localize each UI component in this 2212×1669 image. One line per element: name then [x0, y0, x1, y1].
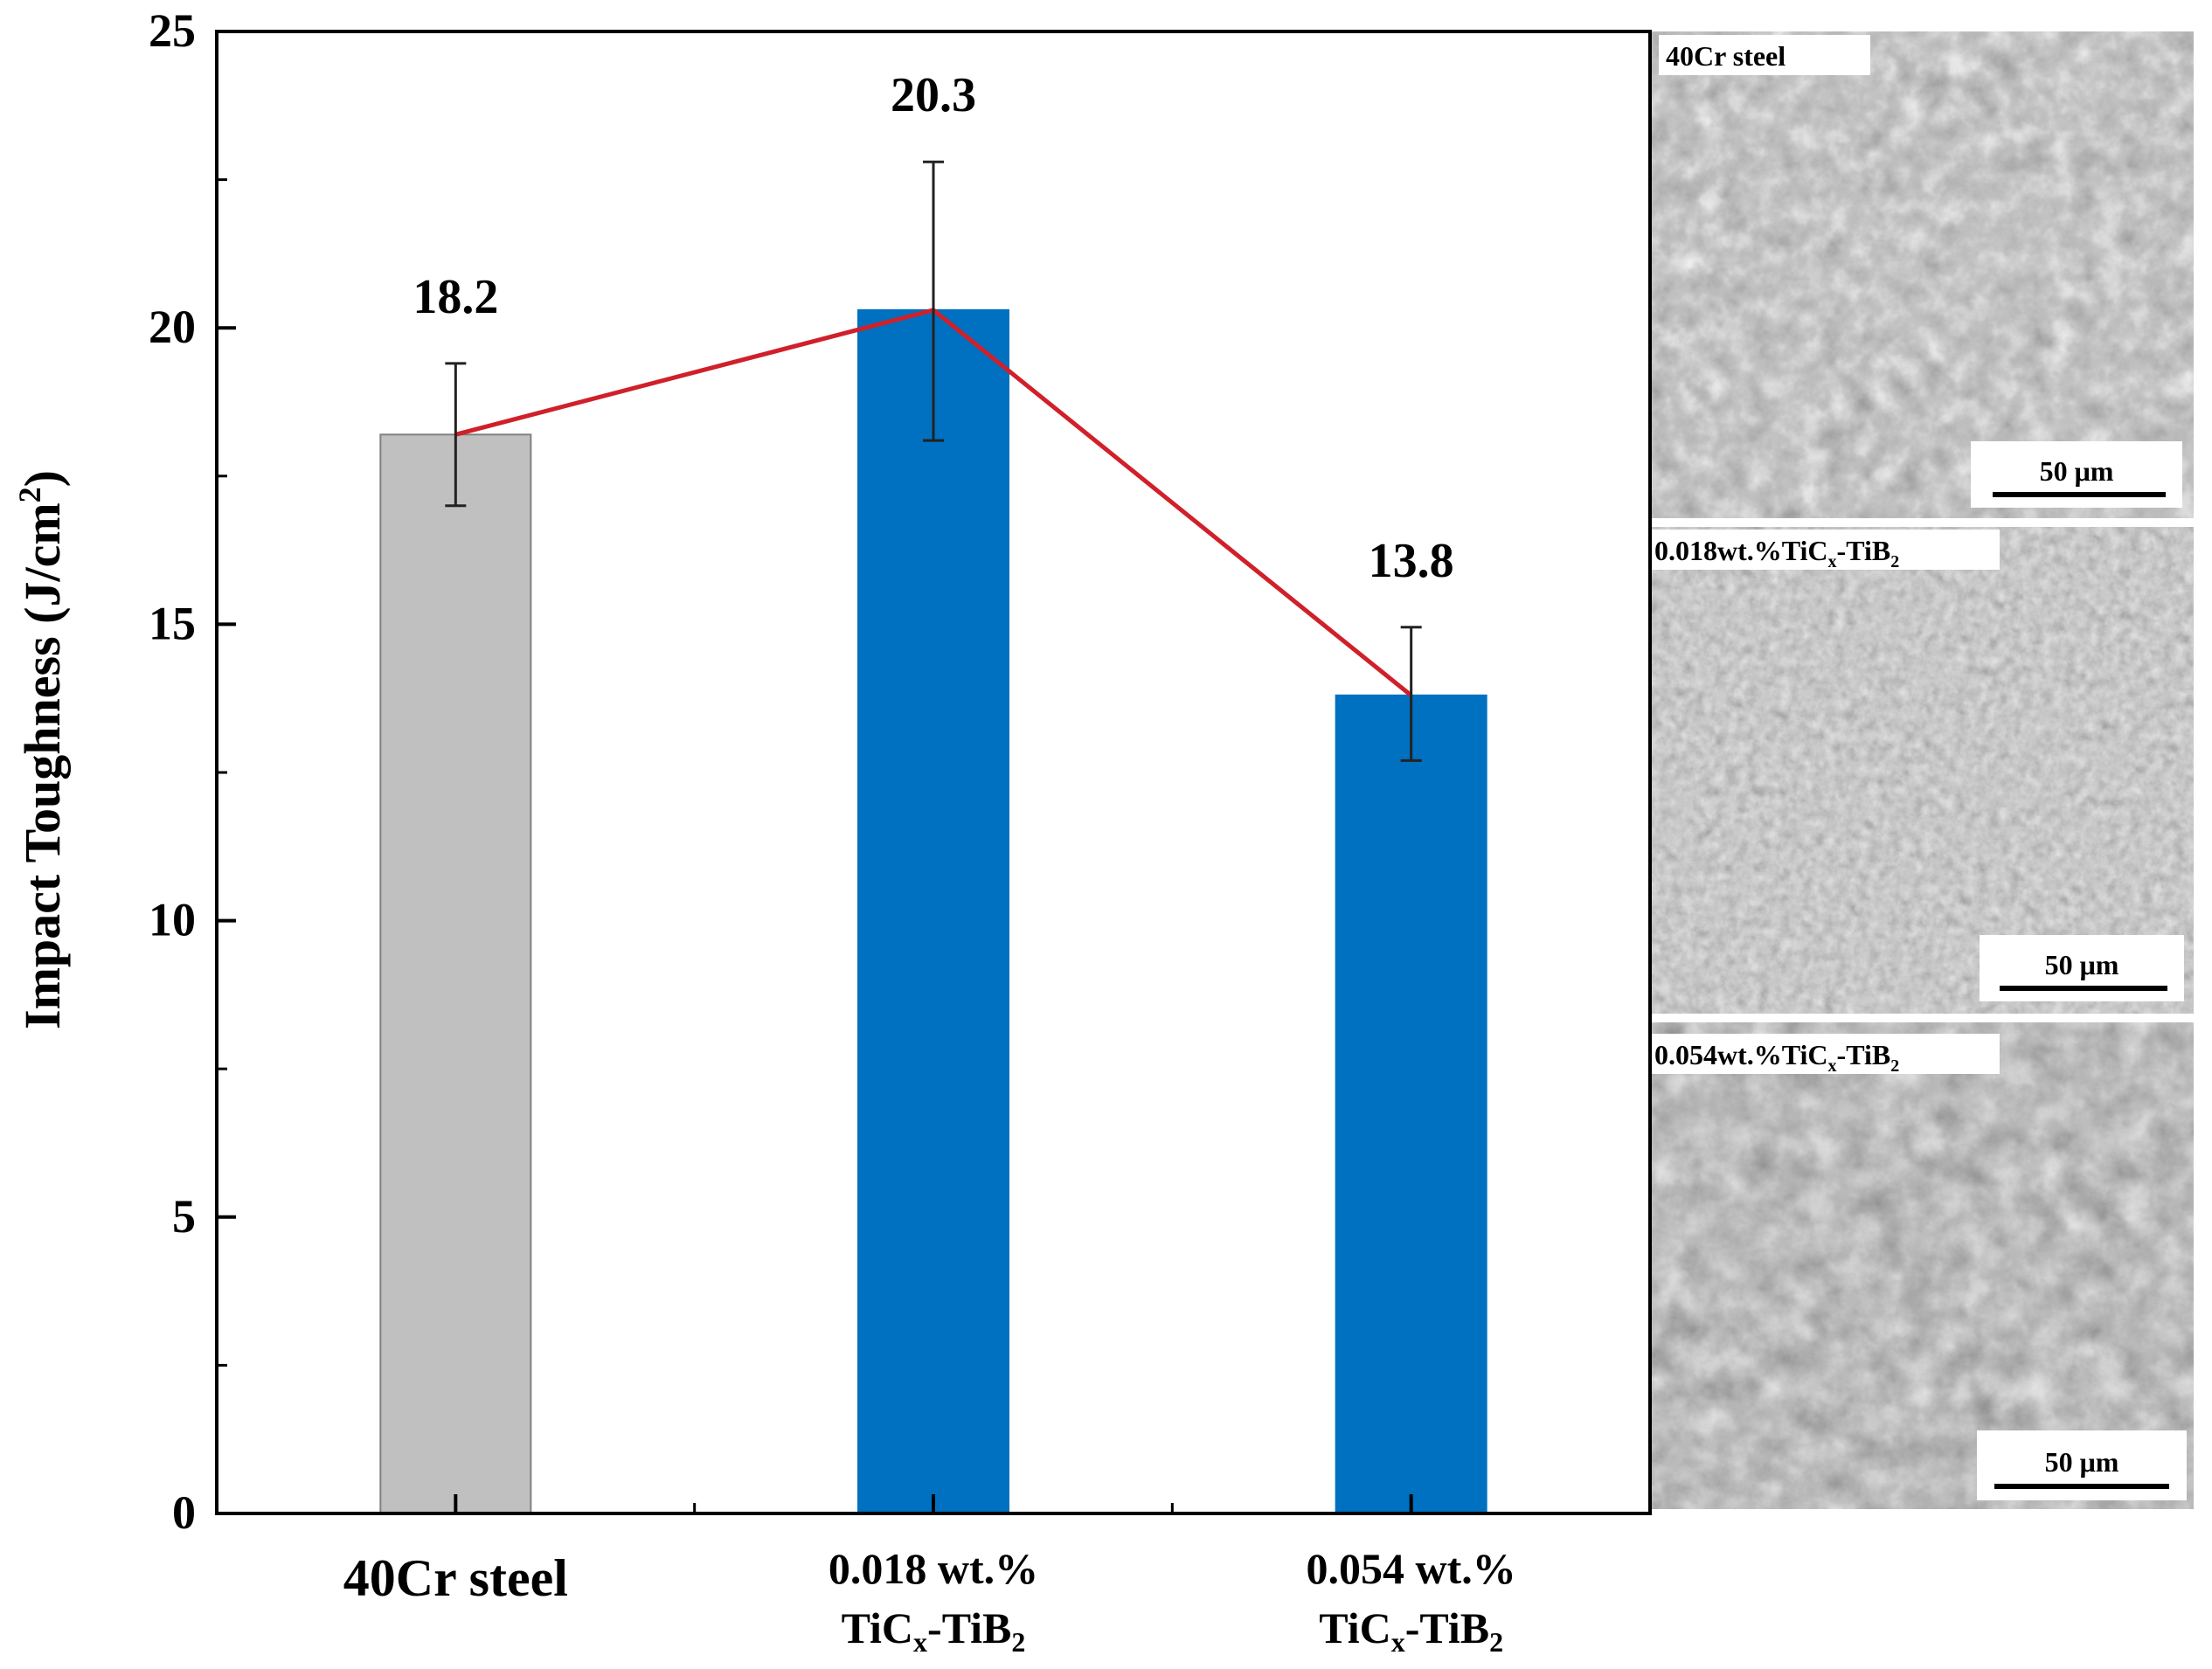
panel-label: 40Cr steel — [1666, 40, 1786, 72]
y-tick-label: 25 — [149, 4, 196, 57]
x-tick-label-line2: TiCx-TiB2 — [842, 1603, 1026, 1658]
x-tick-label-line2: TiCx-TiB2 — [1319, 1603, 1503, 1658]
y-tick-label: 5 — [172, 1190, 196, 1243]
bar-2 — [857, 308, 1009, 1514]
panel-label: 0.018wt.%TiCx-TiB2 — [1654, 535, 1899, 571]
y-tick-label: 0 — [172, 1486, 196, 1539]
panel-label-box — [1659, 35, 1870, 75]
y-tick-label: 15 — [149, 597, 196, 649]
bar-chart: 18.2 20.3 13.8 0 5 10 15 20 25 40Cr steel 0.018 … — [12, 4, 1652, 1658]
error-bars — [445, 160, 1422, 762]
sem-panel-40cr: 40Cr steel 50 μm — [1652, 31, 2194, 518]
bars — [379, 308, 1487, 1514]
panel-label-box — [1652, 530, 2000, 570]
scale-bar-label: 50 μm — [2040, 455, 2114, 487]
value-label-3: 13.8 — [1369, 534, 1454, 588]
y-axis-label: Impact Toughness (J/cm2) — [12, 470, 71, 1029]
sem-image — [1652, 1022, 2194, 1509]
bar-1 — [379, 433, 532, 1514]
y-tick-label: 10 — [149, 894, 196, 946]
value-label-2: 20.3 — [891, 68, 976, 122]
scale-bar-label: 50 μm — [2045, 1446, 2119, 1478]
sem-panel-0018: 0.018wt.%TiCx-TiB2 50 μm — [1652, 527, 2194, 1014]
sem-panel-0054: 0.054wt.%TiCx-TiB2 50 μm — [1652, 1022, 2194, 1509]
x-tick-label: 40Cr steel — [343, 1549, 568, 1607]
panel-label-box — [1652, 1034, 2000, 1074]
value-labels: 18.2 20.3 13.8 — [413, 68, 1453, 588]
panel-label: 0.054wt.%TiCx-TiB2 — [1654, 1039, 1899, 1076]
value-label-1: 18.2 — [413, 270, 498, 324]
y-axis: 0 5 10 15 20 25 — [149, 4, 236, 1539]
scale-bar-label: 50 μm — [2045, 949, 2119, 980]
sem-micrograph-panels: 40Cr steel 50 μm 0.018wt.%TiCx-TiB2 50 μ… — [1652, 31, 2194, 1509]
x-axis: 40Cr steel 0.018 wt.% TiCx-TiB2 0.054 wt.% T… — [343, 1494, 1516, 1658]
sem-image — [1652, 31, 2194, 518]
x-tick-label-line1: 0.054 wt.% — [1307, 1544, 1516, 1593]
bar-3 — [1335, 694, 1487, 1514]
x-tick-label-line1: 0.018 wt.% — [829, 1544, 1038, 1593]
sem-image — [1652, 527, 2194, 1014]
y-tick-label: 20 — [149, 301, 196, 353]
